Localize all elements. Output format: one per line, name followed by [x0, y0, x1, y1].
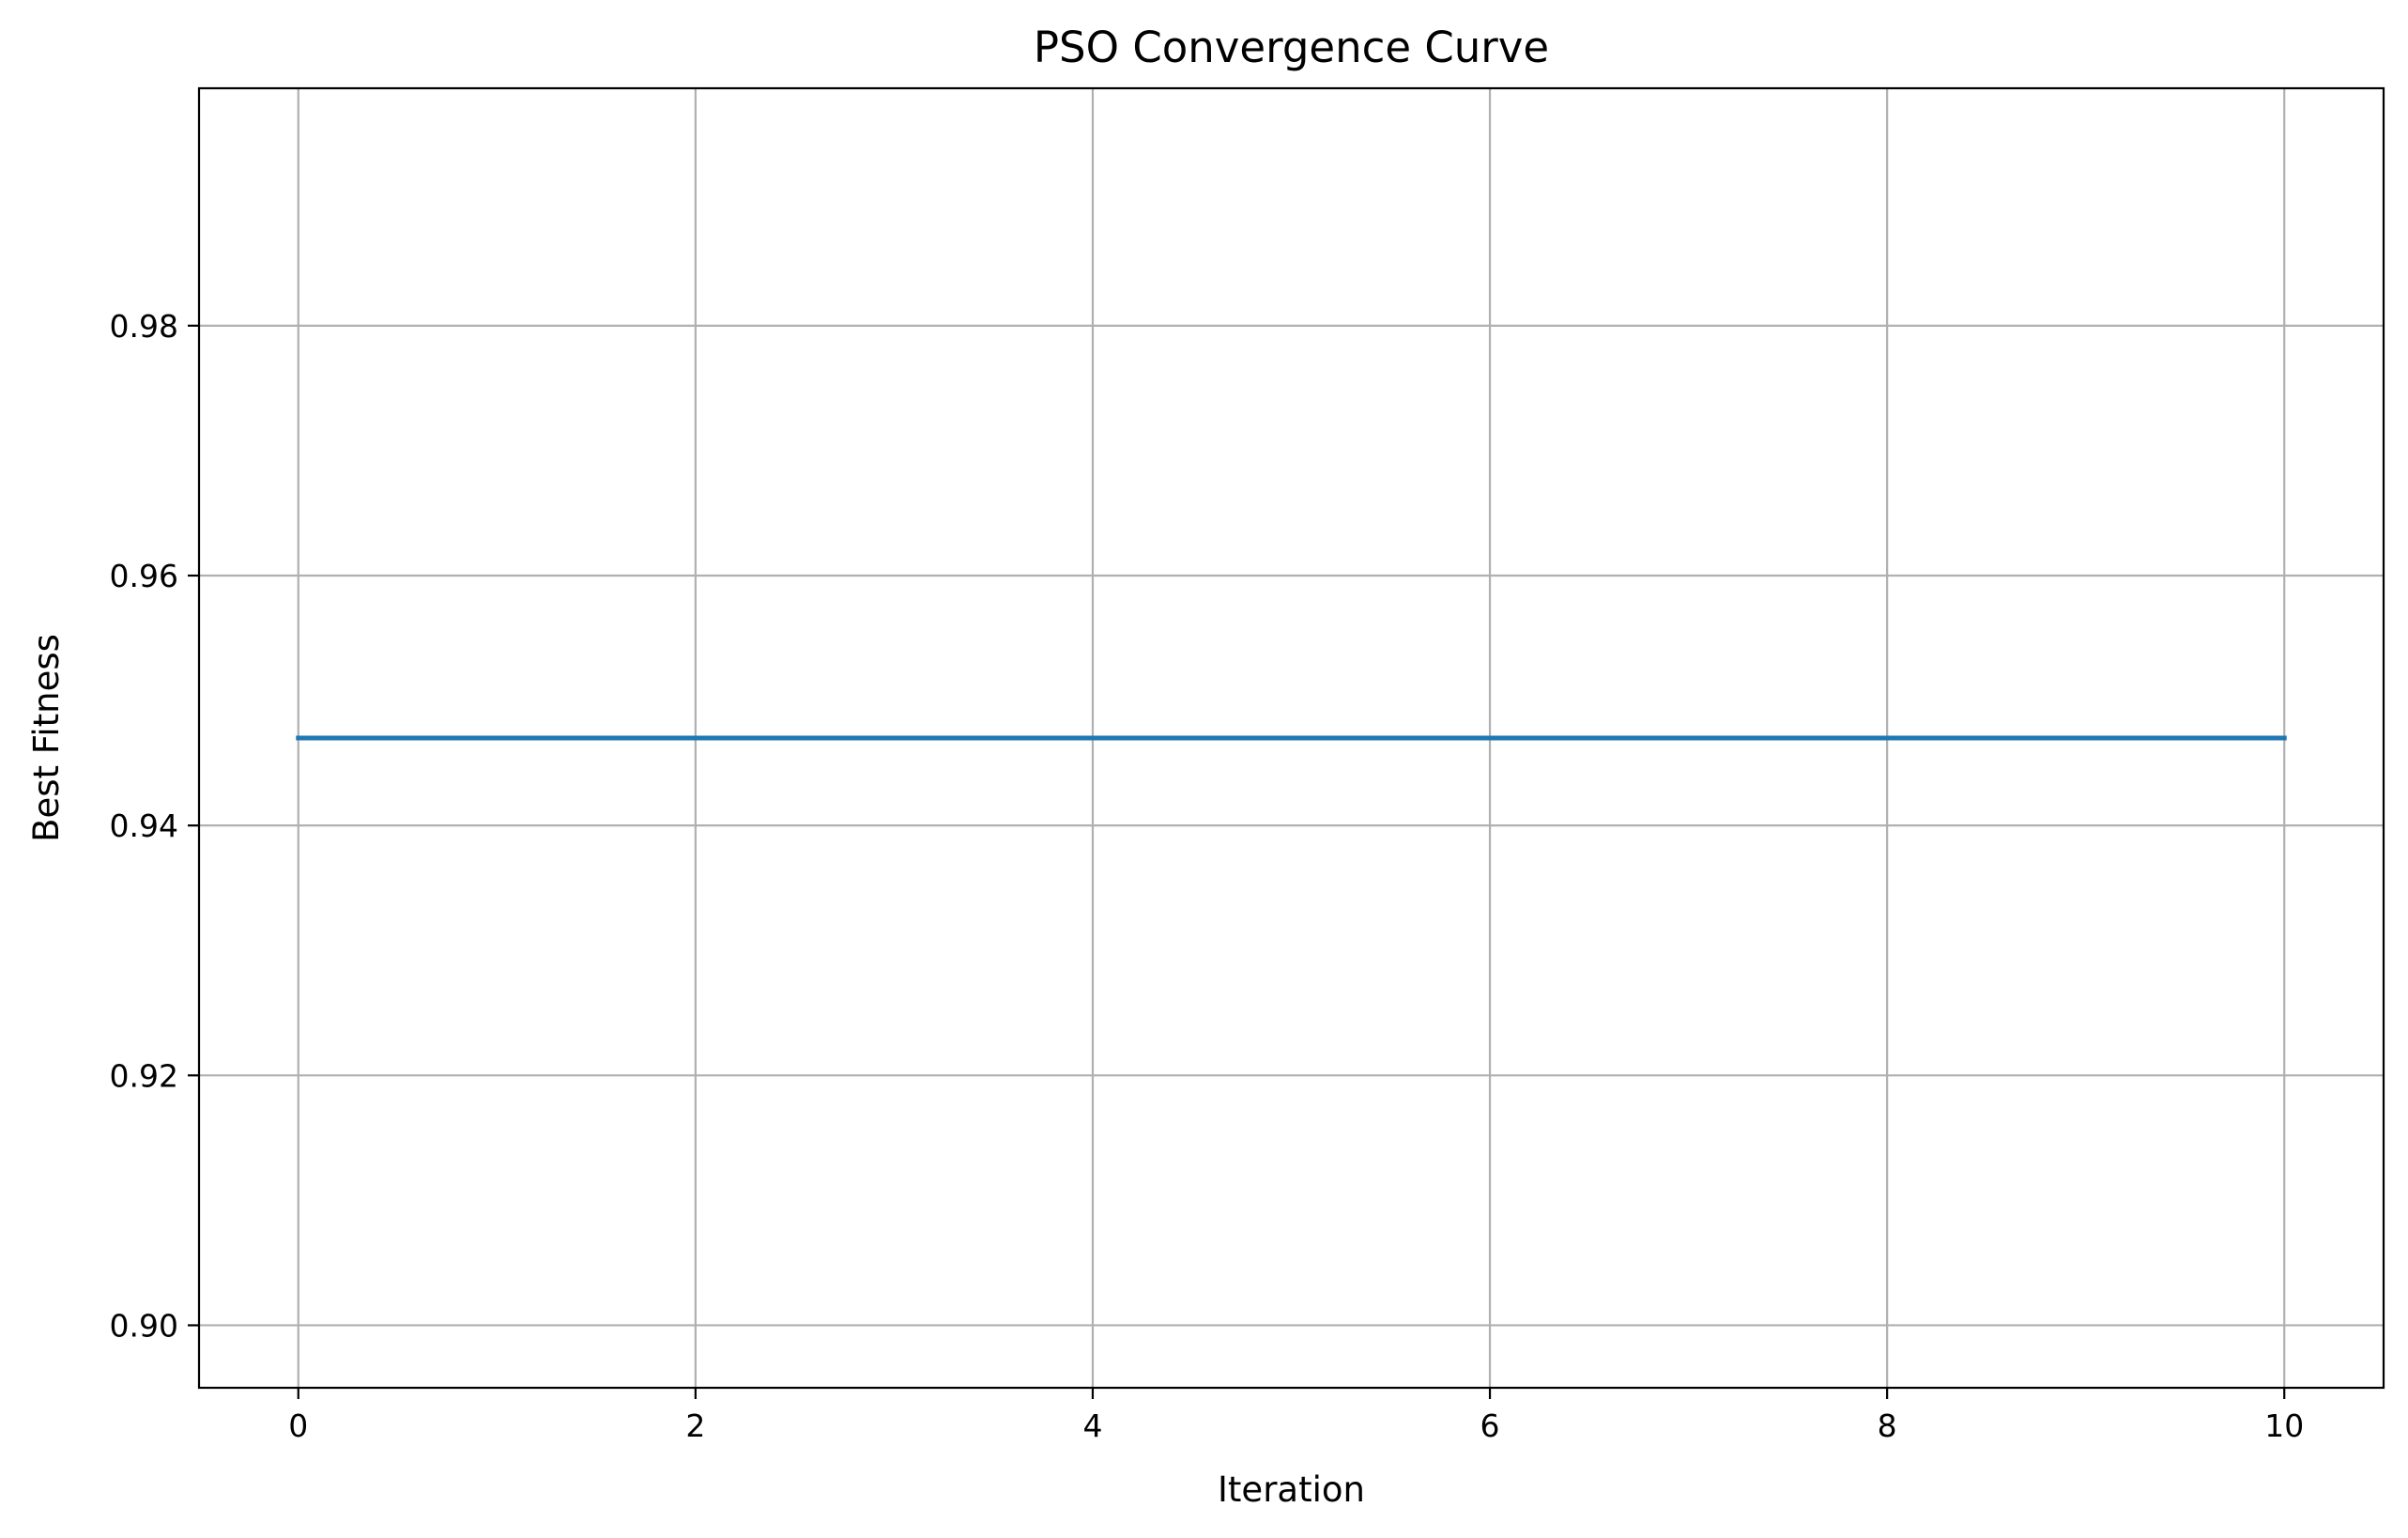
- y-tick-label: 0.90: [110, 1307, 178, 1344]
- chart-title: PSO Convergence Curve: [1034, 23, 1549, 72]
- x-axis-label: Iteration: [1218, 1469, 1365, 1510]
- plot-area-frame: [197, 86, 2385, 1390]
- y-tick-label: 0.94: [110, 807, 178, 844]
- x-tick-label: 4: [1082, 1407, 1102, 1444]
- y-axis-label: Best Fitness: [26, 634, 67, 842]
- y-tick-label: 0.92: [110, 1057, 178, 1094]
- x-tick-label: 8: [1878, 1407, 1897, 1444]
- x-tick-label: 2: [685, 1407, 705, 1444]
- x-axis-ticks: 0 2 4 6 8 10: [288, 1388, 2304, 1444]
- x-tick-label: 6: [1480, 1407, 1500, 1444]
- y-axis-ticks: 0.90 0.92 0.94 0.96 0.98: [110, 308, 199, 1344]
- y-tick-label: 0.98: [110, 308, 178, 345]
- y-tick-label: 0.96: [110, 558, 178, 594]
- x-tick-label: 0: [288, 1407, 308, 1444]
- x-tick-label: 10: [2264, 1407, 2304, 1444]
